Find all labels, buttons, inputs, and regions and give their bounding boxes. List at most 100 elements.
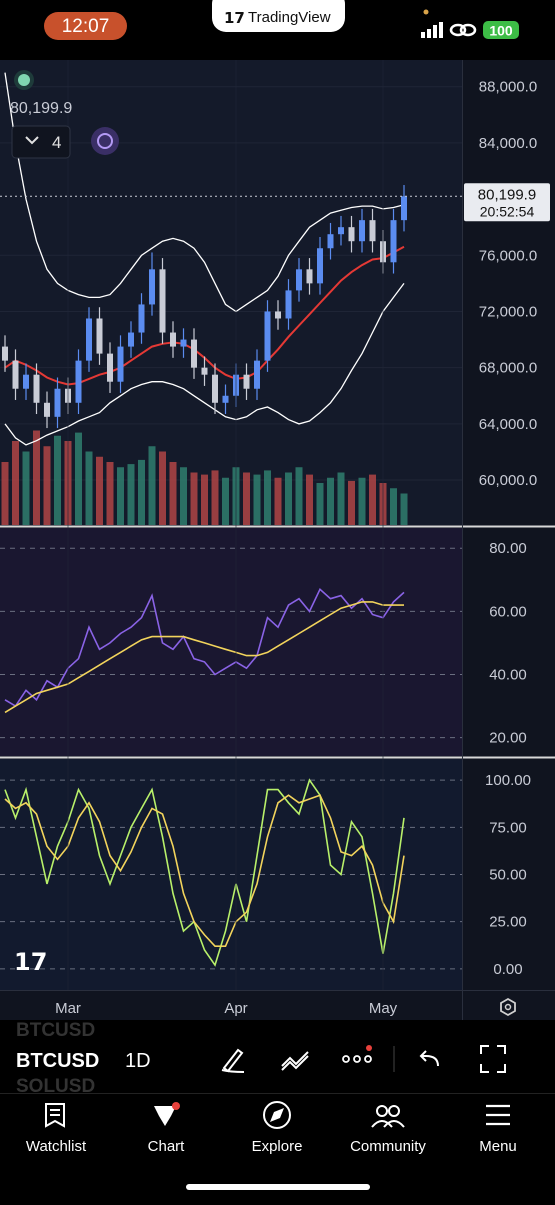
volume-bar: [253, 474, 261, 525]
volume-bar: [390, 488, 397, 525]
volume-bar: [327, 477, 334, 525]
explore-icon: [263, 1101, 291, 1129]
candle-body: [348, 227, 355, 242]
y-tick-label: 50.00: [489, 867, 527, 884]
fullscreen-icon[interactable]: [480, 1045, 506, 1073]
battery-level: 100: [489, 23, 513, 39]
candle-body: [338, 227, 344, 235]
last-price-tag: [464, 183, 550, 222]
link-icon: [449, 23, 477, 37]
y-tick-label: 72,000.0: [479, 303, 537, 320]
menu-icon: [486, 1104, 510, 1126]
indicator-line: [4, 778, 405, 967]
candle-body: [2, 346, 8, 361]
candle-body: [327, 234, 334, 249]
candle-body: [107, 353, 113, 382]
volume-bar: [169, 462, 177, 525]
tab-label[interactable]: Watchlist: [26, 1138, 87, 1155]
volume-bar: [222, 477, 229, 525]
tab-label[interactable]: Menu: [479, 1138, 517, 1155]
candle-body: [401, 196, 407, 221]
volume-bar: [337, 472, 345, 525]
indicator-line: [4, 72, 405, 313]
candle-body: [170, 332, 176, 347]
candle-body: [285, 290, 292, 319]
indicator-toggle[interactable]: [11, 125, 71, 159]
volume-bar: [190, 472, 198, 525]
volume-bar: [22, 451, 30, 525]
volume-bar: [180, 467, 187, 525]
candle-body: [296, 269, 302, 291]
undo-icon[interactable]: [419, 1050, 439, 1067]
home-indicator: [186, 1184, 370, 1190]
tab-label[interactable]: Chart: [148, 1138, 186, 1155]
volume-bar: [85, 451, 93, 525]
y-tick-label: 0.00: [493, 961, 522, 978]
x-tick-label: Mar: [55, 1000, 81, 1017]
volume-bar: [295, 467, 303, 525]
rsi-pane: [0, 528, 462, 756]
axes: 60,000.0 64,000.0 68,000.0 72,000.0 76,000.0…: [55, 60, 550, 1017]
y-tick-label: 64,000.0: [479, 416, 537, 433]
interval[interactable]: 1D: [125, 1050, 151, 1072]
candle-body: [222, 395, 229, 403]
candle-body: [33, 374, 40, 403]
toolbar: [0, 1020, 555, 1095]
chart-badge: [172, 1102, 180, 1110]
volume-bar: [127, 464, 135, 525]
rsi-plot: [0, 547, 462, 739]
candle-body: [264, 311, 271, 361]
volume-bar: [43, 446, 51, 525]
volume-bar: [54, 435, 61, 525]
battery: [483, 21, 519, 39]
tab-label[interactable]: Community: [350, 1138, 426, 1155]
settings-icon[interactable]: [500, 997, 516, 1017]
volume-bar: [274, 477, 282, 525]
candle-body: [369, 220, 376, 242]
community-icon: [371, 1105, 405, 1128]
candle-body: [117, 346, 124, 382]
chart-icon: [154, 1106, 176, 1126]
candle-body: [306, 269, 313, 284]
draw-icon[interactable]: [221, 1048, 245, 1073]
time-pill: [44, 12, 127, 40]
candle-body: [243, 374, 250, 389]
candle-body: [317, 248, 323, 284]
sync-button[interactable]: [91, 127, 119, 155]
mic-indicator: [423, 9, 429, 15]
indicator-line: [4, 601, 404, 714]
candle-body: [75, 360, 82, 403]
volume-bar: [106, 462, 114, 525]
candle-body: [96, 318, 103, 354]
volume-bar: [138, 459, 145, 525]
volume-bar: [306, 474, 313, 525]
volume-bar: [243, 472, 250, 525]
candle-body: [390, 220, 397, 263]
app-pill: [212, 0, 345, 32]
countdown-label: 20:52:54: [480, 203, 535, 219]
next-symbol: SOLUSD: [16, 1076, 95, 1097]
settings-icon-center: [504, 1003, 512, 1011]
indicators-icon[interactable]: [281, 1051, 309, 1071]
tab-label[interactable]: Explore: [252, 1138, 303, 1155]
volume-bar: [33, 430, 40, 525]
volume-bar: [285, 472, 292, 525]
volume-bar: [348, 480, 355, 525]
y-tick-label: 84,000.0: [479, 135, 537, 152]
y-tick-label: 80.00: [489, 540, 527, 557]
candle-body: [138, 304, 145, 333]
more-icon[interactable]: [342, 1055, 372, 1063]
status-dot: [18, 74, 30, 86]
x-tick-label: Apr: [224, 1000, 247, 1017]
candle-body: [180, 339, 187, 347]
symbol[interactable]: BTCUSD: [16, 1050, 99, 1072]
y-tick-label: 60,000.0: [479, 472, 537, 489]
candle-body: [201, 367, 208, 375]
prev-symbol: BTCUSD: [16, 1020, 95, 1041]
volume-bar: [400, 493, 408, 525]
watchlist-icon: [45, 1103, 65, 1128]
y-tick-label: 40.00: [489, 667, 527, 684]
notification-dot: [366, 1045, 372, 1051]
sync-icon: [97, 133, 113, 149]
